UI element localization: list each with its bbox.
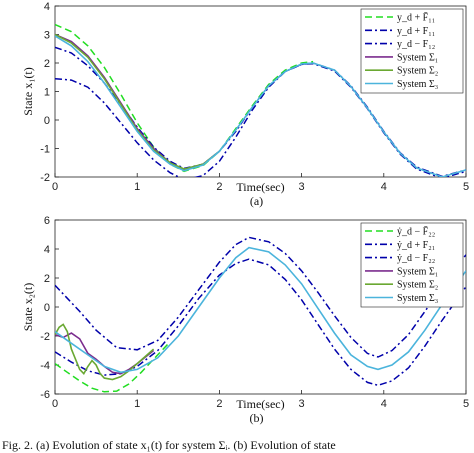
figure-caption: Fig. 2. (a) Evolution of state x₁(t) for…	[2, 438, 336, 452]
panel-1-legend-box	[360, 8, 464, 94]
panel-1-xlabel: Time(sec)	[236, 180, 284, 194]
panel-2-series-2-line	[55, 236, 466, 358]
panel-2-legend-box	[360, 222, 464, 308]
panel-2-legend-entry-4: System Σ₁	[397, 266, 438, 277]
panel-2-legend-entry-6: System Σ₃	[397, 293, 438, 304]
panel-2-ytick-label: 2	[44, 273, 50, 285]
panel-1-xtick-label: 0	[52, 181, 58, 193]
panel-1-xtick-label: 3	[299, 181, 305, 193]
panel-1-ytick-label: 1	[44, 87, 50, 99]
panel-1-ytick-label: 2	[44, 58, 50, 70]
panel-1-legend-entry-3: y_d − F₁₂	[397, 39, 435, 50]
panel-1-xtick-label: 1	[134, 181, 140, 193]
panel-2-ytick-label: -2	[40, 331, 50, 343]
panel-2-ytick-label: 6	[44, 215, 50, 227]
panel-2-ytick-label: -6	[40, 389, 50, 401]
panel-2-series-5-line	[55, 323, 155, 381]
panel-2-legend-entry-3: ẏ_d − F₂₂	[397, 253, 435, 264]
panel-2-legend-entry-1: ẏ_d − F̄₂₂	[397, 226, 435, 238]
panel-1-xtick-label: 4	[381, 181, 387, 193]
panel-2-series-1-line	[55, 341, 171, 393]
panel-2-xtick-label: 0	[52, 398, 58, 410]
panel-2-xtick-label: 4	[381, 398, 387, 410]
panel-1-ylabel: State x₁(t)	[21, 67, 35, 116]
panel-2-series-3-line	[55, 258, 466, 387]
panel-2-ytick-label: 4	[44, 244, 50, 256]
panel-1-xtick-label: 2	[216, 181, 222, 193]
panel-2-xtick-label: 2	[216, 398, 222, 410]
panel-2-xtick-label: 5	[463, 398, 469, 410]
panel-1-ytick-label: 4	[44, 1, 50, 13]
panel-1-ytick-label: -1	[40, 144, 50, 156]
panel-2-xlabel: Time(sec)	[236, 397, 284, 411]
panel-1-legend-entry-1: y_d + F̄₁₁	[397, 12, 435, 24]
panel-1-panel-label: (a)	[250, 194, 263, 208]
panel-1-ytick-label: 3	[44, 30, 50, 42]
panel-1-series-6-line	[55, 35, 466, 177]
panel-1-legend-entry-2: y_d + F₁₁	[397, 26, 435, 37]
panel-2-ytick-label: 0	[44, 302, 50, 314]
panel-1-ytick-label: 0	[44, 115, 50, 127]
panel-2-legend-entry-5: System Σ₂	[397, 280, 438, 291]
panel-2-legend-entry-2: ẏ_d + F₂₁	[397, 240, 435, 251]
panel-2-xtick-label: 1	[134, 398, 140, 410]
panel-2-series-6-line	[55, 246, 466, 374]
panel-1-legend-entry-6: System Σ₃	[397, 79, 438, 90]
panel-2-panel-label: (b)	[250, 411, 264, 425]
panel-1-legend-entry-4: System Σ₁	[397, 52, 438, 63]
panel-2-ytick-label: -4	[40, 360, 50, 372]
panel-2-ylabel: State x₂(t)	[21, 283, 35, 332]
panel-1-ytick-label: -2	[40, 172, 50, 184]
panel-2-xtick-label: 3	[299, 398, 305, 410]
panel-1-xtick-label: 5	[463, 181, 469, 193]
panel-1-legend-entry-5: System Σ₂	[397, 66, 438, 77]
